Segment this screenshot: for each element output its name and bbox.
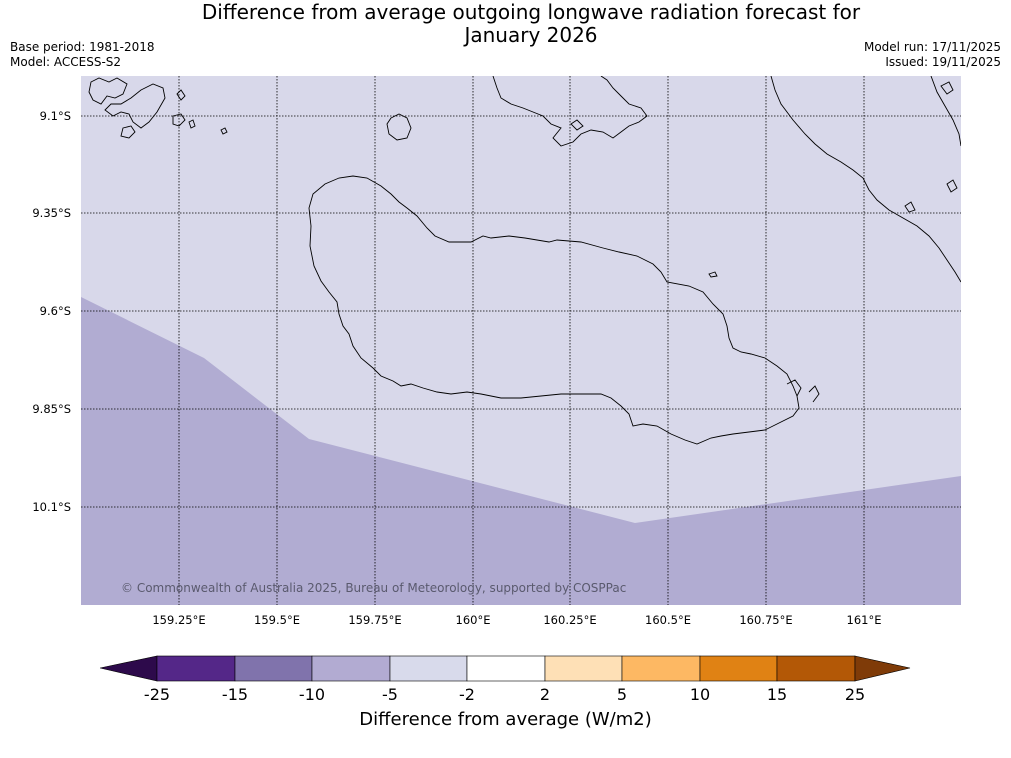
colorbar-segment (466, 655, 546, 682)
latitude-label: 9.85°S (32, 402, 71, 416)
coastline-florida-islet (570, 119, 584, 131)
colorbar-segment (776, 655, 856, 682)
title-line-2: January 2026 (464, 23, 598, 47)
coastline-russell-islet-5 (176, 89, 186, 101)
longitude-label: 160°E (455, 613, 491, 627)
colorbar (100, 655, 911, 682)
longitude-label: 159.75°E (348, 613, 402, 627)
meta-left: Base period: 1981-2018 Model: ACCESS-S2 (10, 40, 155, 70)
colorbar-tick-label: 2 (539, 685, 551, 704)
coastline-east-islets (786, 379, 820, 403)
coastline-malaita-north (930, 76, 961, 147)
graticule (81, 76, 961, 605)
colorbar-tick-label: -5 (382, 685, 398, 704)
colorbar-tick-label: -2 (459, 685, 475, 704)
meta-right: Model run: 17/11/2025 Issued: 19/11/2025 (864, 40, 1001, 70)
colorbar-tick-label: -15 (221, 685, 249, 704)
coastline-malaita-islets (904, 179, 958, 213)
coastline-round-island (386, 113, 412, 141)
coastlines (88, 76, 961, 445)
colorbar-segment (311, 655, 391, 682)
colorbar-tick-label: -25 (143, 685, 171, 704)
colorbar-segment (389, 655, 468, 682)
coastline-russell-islet-2 (172, 113, 186, 127)
model-name: Model: ACCESS-S2 (10, 55, 122, 69)
colorbar-segment (699, 655, 778, 682)
coastline-islet (708, 271, 718, 278)
colorbar-tick-label: -10 (298, 685, 326, 704)
chart-title: Difference from average outgoing longwav… (0, 1, 1011, 47)
coastline-russell-islet-4 (220, 127, 228, 135)
copyright-notice: © Commonwealth of Australia 2025, Bureau… (121, 581, 626, 595)
coastline-russell-islet-3 (188, 119, 196, 129)
latitude-label: 10.1°S (32, 500, 71, 514)
colorbar-tick-label: 5 (616, 685, 628, 704)
map-panel: © Commonwealth of Australia 2025, Bureau… (81, 76, 961, 605)
colorbar-segment (156, 655, 236, 682)
coastline-florida-islands (492, 76, 648, 147)
coastline-malaita (770, 76, 961, 283)
coastline-russell-islands-south (104, 83, 166, 129)
colorbar-label: Difference from average (W/m2) (359, 709, 652, 730)
latitude-label: 9.35°S (32, 206, 71, 220)
latitude-label: 9.1°S (39, 109, 71, 123)
issued-date: Issued: 19/11/2025 (885, 55, 1001, 69)
longitude-label: 159.25°E (152, 613, 206, 627)
colorbar-tick-label: 25 (844, 685, 866, 704)
longitude-label: 161°E (846, 613, 882, 627)
longitude-label: 160.25°E (543, 613, 597, 627)
coastline-russell-islet-1 (120, 125, 136, 139)
colorbar-segment (621, 655, 701, 682)
coastline-russell-islands (88, 77, 128, 105)
colorbar-segment (234, 655, 313, 682)
model-run: Model run: 17/11/2025 (863, 40, 1001, 54)
colorbar-tick-label: 10 (689, 685, 711, 704)
base-period: Base period: 1981-2018 (10, 40, 155, 54)
anomaly-medium-region (81, 297, 961, 605)
colorbar-segment (544, 655, 623, 682)
colorbar-tick-label: 15 (766, 685, 788, 704)
latitude-label: 9.6°S (39, 304, 71, 318)
colorbar-min-arrow (100, 655, 158, 682)
longitude-label: 160.75°E (739, 613, 793, 627)
title-line-1: Difference from average outgoing longwav… (201, 0, 861, 24)
longitude-label: 160.5°E (645, 613, 691, 627)
longitude-label: 159.5°E (254, 613, 300, 627)
coastline-guadalcanal (308, 175, 800, 445)
colorbar-max-arrow (854, 655, 911, 682)
